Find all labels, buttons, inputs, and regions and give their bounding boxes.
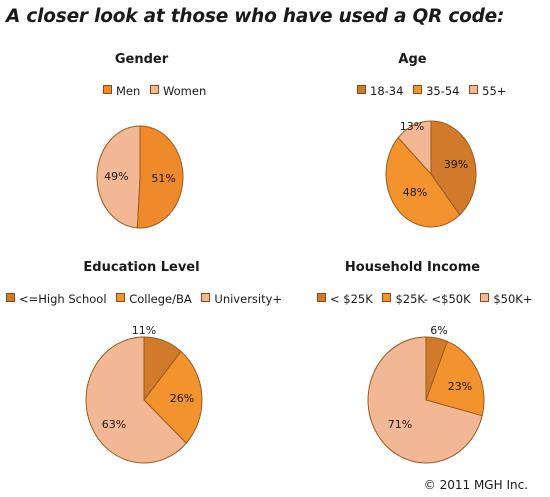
legend-item-men: Men (103, 84, 140, 98)
education-pie-chart: 11% 26% 63% (85, 324, 203, 464)
legend-swatch-55-plus (469, 85, 479, 94)
legend-item-25k-50k: $25K- <$50K (382, 292, 471, 306)
legend-item-women: Women (149, 84, 207, 98)
legend-swatch-university (201, 293, 211, 302)
legend-item-college: College/BA (116, 292, 192, 306)
age-data-label-18-34: 39% (444, 158, 468, 171)
age-data-label-35-54: 48% (403, 186, 427, 199)
age-slice-55 (397, 120, 432, 176)
legend-swatch-college (116, 293, 126, 302)
legend-swatch-under-25k (317, 293, 326, 302)
legend-label-under-25k: < $25K (330, 292, 373, 306)
legend-item-35-54: 35-54 (413, 84, 460, 98)
legend-label-college: College/BA (129, 292, 192, 306)
legend-swatch-over-50k (480, 293, 490, 302)
legend-swatch-high-school (6, 293, 15, 302)
gender-pie-chart: 51% 49% (96, 125, 184, 229)
legend-label-university: University+ (214, 292, 283, 306)
legend-label-55-plus: 55+ (482, 84, 507, 98)
legend-label-25k-50k: $25K- <$50K (395, 292, 471, 306)
legend-swatch-25k-50k (382, 293, 392, 302)
age-data-label-55: 13% (400, 120, 424, 133)
legend-item-high-school: <=High School (6, 292, 107, 306)
legend-swatch-men (103, 85, 112, 94)
age-slice-35-54 (385, 136, 461, 228)
education-slice-university (85, 336, 187, 464)
legend-item-18-34: 18-34 (357, 84, 403, 98)
legend-item-university: University+ (201, 292, 282, 306)
legend-item-over-50k: $50K+ (480, 292, 532, 306)
legend-swatch-18-34 (357, 85, 366, 94)
legend-label-high-school: <=High School (19, 292, 107, 306)
copyright-notice: © 2011 MGH Inc. (423, 478, 528, 492)
legend-label-35-54: 35-54 (426, 84, 460, 98)
legend-label-women: Women (162, 84, 207, 98)
legend-label-over-50k: $50K+ (493, 292, 533, 306)
income-data-label-25k-50k: 23% (448, 380, 472, 393)
legend-label-18-34: 18-34 (370, 84, 404, 98)
legend-income: < $25K $25K- <$50K $50K+ (317, 292, 538, 306)
education-data-label-college-ba: 26% (170, 392, 194, 405)
education-slice-college-ba (143, 350, 203, 444)
gender-data-label-women: 49% (104, 170, 128, 183)
chart-title-gender: Gender (114, 52, 169, 67)
legend-item-under-25k: < $25K (317, 292, 373, 306)
education-data-label-university: 63% (102, 418, 126, 431)
income-slice-25k-50k (425, 340, 485, 417)
legend-swatch-35-54 (413, 85, 423, 94)
gender-data-label-men: 51% (151, 172, 175, 185)
page-headline: A closer look at those who have used a Q… (6, 6, 505, 27)
legend-education: <=High School College/BA University+ (6, 292, 288, 306)
legend-gender: Men Women (103, 84, 212, 98)
income-slice-50k (367, 336, 483, 464)
chart-title-income: Household Income (344, 260, 481, 275)
legend-swatch-women (149, 85, 159, 94)
income-data-label-50k: 71% (388, 418, 412, 431)
legend-label-men: Men (116, 84, 141, 98)
age-pie-chart: 39% 48% 13% (385, 120, 477, 228)
chart-title-age: Age (398, 52, 427, 67)
gender-slice-women (96, 125, 141, 229)
chart-title-education: Education Level (83, 260, 200, 275)
income-pie-chart: 6% 23% 71% (367, 324, 485, 464)
education-data-label-high-school: 11% (132, 324, 156, 337)
gender-slice-men (136, 125, 184, 229)
income-data-label-25k: 6% (430, 324, 447, 337)
legend-age: 18-34 35-54 55+ (357, 84, 512, 98)
legend-item-55-plus: 55+ (469, 84, 506, 98)
age-slice-18-34 (430, 120, 477, 216)
